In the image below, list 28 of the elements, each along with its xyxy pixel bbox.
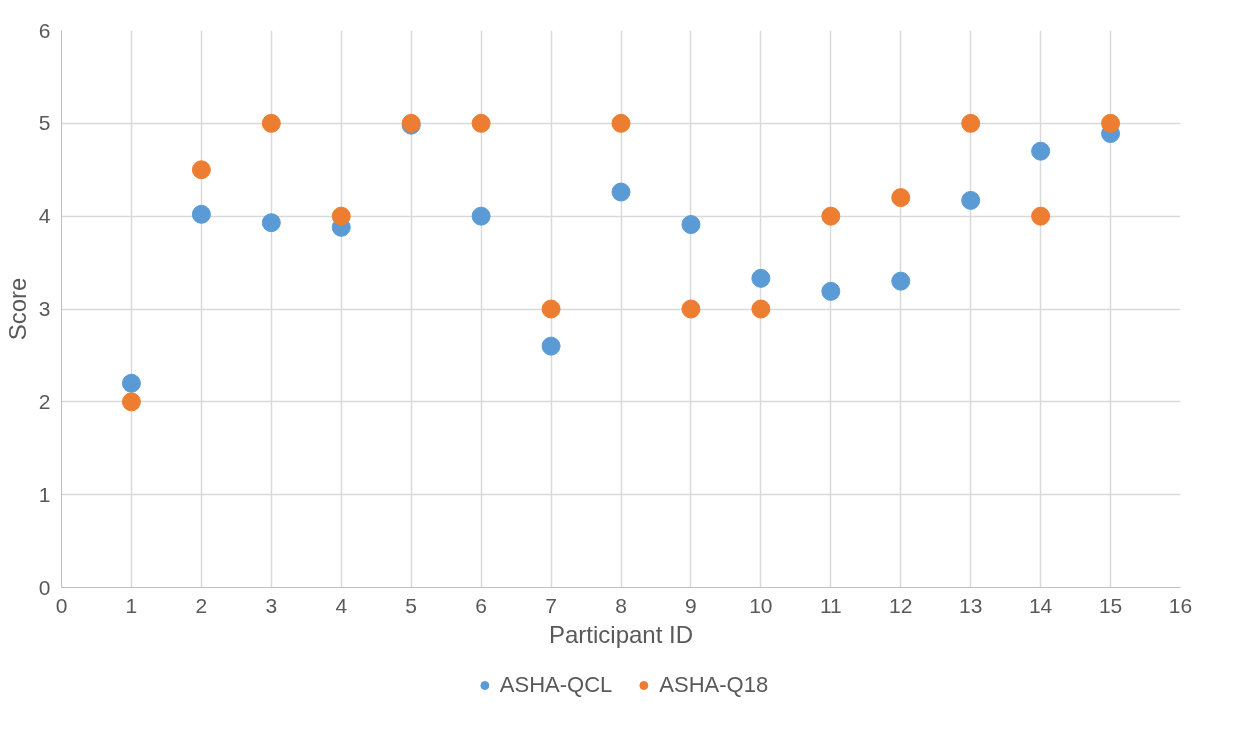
x-axis-title: Participant ID bbox=[548, 620, 694, 648]
x-tick-label: 12 bbox=[889, 593, 913, 617]
y-tick-label: 1 bbox=[38, 482, 51, 506]
x-tick-label: 16 bbox=[1168, 593, 1193, 617]
y-tick-label: 2 bbox=[38, 389, 51, 413]
x-tick-label: 7 bbox=[545, 593, 557, 617]
x-tick-label: 11 bbox=[819, 593, 842, 617]
x-tick-label: 13 bbox=[959, 593, 983, 617]
x-tick-label: 6 bbox=[475, 593, 487, 617]
y-tick-label: 3 bbox=[38, 297, 51, 320]
y-tick-label: 5 bbox=[38, 111, 51, 135]
x-tick-label: 2 bbox=[195, 593, 208, 617]
y-axis-title: Score bbox=[3, 277, 31, 341]
y-tick-label: 4 bbox=[38, 204, 51, 228]
y-tick-label: 6 bbox=[38, 18, 51, 42]
x-tick-label: 14 bbox=[1028, 593, 1053, 617]
legend-label: ASHA-QCL bbox=[499, 672, 613, 698]
x-tick-label: 15 bbox=[1098, 593, 1123, 617]
x-tick-label: 0 bbox=[55, 593, 68, 617]
x-tick-label: 5 bbox=[405, 593, 418, 617]
x-tick-label: 4 bbox=[335, 593, 348, 617]
legend-label: ASHA-Q18 bbox=[659, 672, 769, 698]
x-tick-label: 3 bbox=[265, 593, 278, 617]
x-tick-label: 10 bbox=[749, 593, 773, 617]
x-tick-label: 8 bbox=[615, 593, 627, 617]
x-tick-label: 1 bbox=[125, 593, 138, 617]
y-tick-label: 0 bbox=[38, 575, 51, 599]
x-tick-label: 9 bbox=[685, 593, 697, 617]
